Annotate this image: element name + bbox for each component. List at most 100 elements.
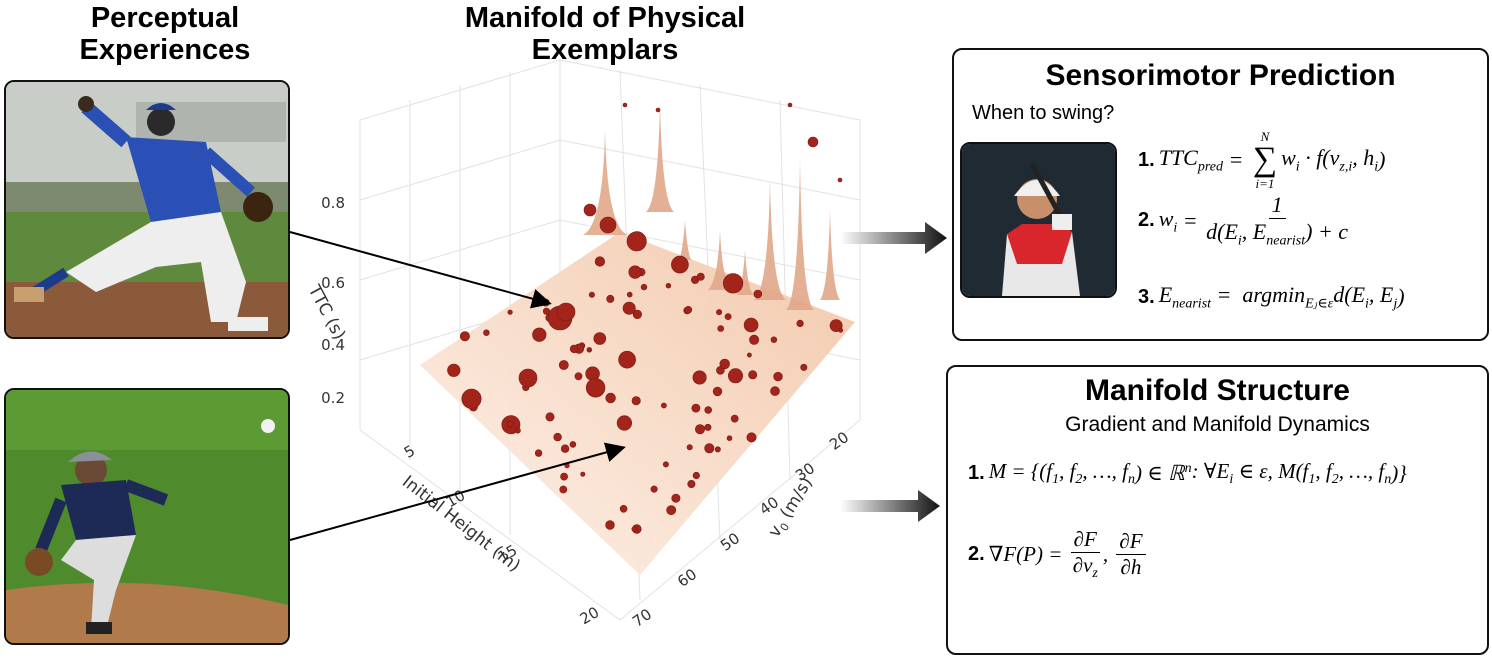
exemplar-point bbox=[558, 360, 569, 370]
math-text: ∇F(P) = bbox=[988, 542, 1068, 567]
exemplar-point bbox=[726, 435, 733, 442]
math-text: ) + c bbox=[1305, 219, 1349, 244]
subscript: nearist bbox=[1172, 296, 1212, 312]
exemplar-point bbox=[749, 334, 760, 345]
exemplar-point bbox=[684, 305, 693, 314]
exemplar-point bbox=[605, 392, 616, 404]
math-text: , f bbox=[1315, 459, 1332, 483]
math-text: E bbox=[1158, 282, 1173, 307]
exemplar-point bbox=[787, 102, 793, 108]
exemplar-point bbox=[746, 432, 757, 443]
subscript: pred bbox=[1197, 159, 1223, 175]
exemplar-point bbox=[532, 327, 547, 342]
exemplar-point bbox=[628, 265, 642, 279]
exemplar-point bbox=[506, 420, 514, 428]
equation: 1. TTCpred = N ∑ i=1 wi · f(vz,i, hi) bbox=[1138, 130, 1385, 190]
math-term: ) ∈ ℝn bbox=[1135, 461, 1192, 486]
velocity-tick-label: 50 bbox=[717, 529, 743, 555]
exemplar-point bbox=[616, 415, 633, 431]
subscript: 2 bbox=[1331, 472, 1339, 488]
math-text: , f bbox=[1059, 459, 1076, 483]
exemplar-point bbox=[626, 291, 633, 298]
exemplar-point bbox=[773, 371, 783, 382]
math-text: TTC bbox=[1158, 144, 1198, 170]
math-text: ∂h bbox=[1120, 555, 1142, 580]
exemplar-point bbox=[730, 414, 739, 423]
pitcher2-photo bbox=[4, 388, 290, 645]
exemplar-point bbox=[586, 347, 592, 353]
exemplar-point bbox=[640, 283, 648, 291]
math-text: , h bbox=[1352, 144, 1375, 170]
exemplar-point bbox=[666, 505, 677, 515]
subscript: z,i bbox=[1339, 159, 1353, 175]
pitcher-photo bbox=[4, 80, 290, 339]
exemplar-point bbox=[605, 520, 615, 530]
structure-subtitle: Gradient and Manifold Dynamics bbox=[1065, 413, 1370, 436]
velocity-label-unit: (m/s) bbox=[774, 474, 817, 527]
math-text: ∂v bbox=[1072, 553, 1093, 577]
subscript: 2 bbox=[1075, 472, 1083, 488]
equation-number: 1. bbox=[968, 462, 985, 485]
math-term: ∂F bbox=[1119, 529, 1142, 553]
equation-number: 2. bbox=[968, 543, 985, 566]
sensorimotor-title: Sensorimotor Prediction bbox=[1045, 59, 1396, 92]
math-text: w bbox=[1158, 205, 1174, 231]
spike bbox=[583, 130, 627, 235]
exemplar-point bbox=[483, 329, 490, 336]
perceptual-title: Perceptual Experiences bbox=[79, 2, 251, 66]
subscript: i bbox=[1295, 159, 1300, 175]
math-term: = bbox=[1177, 208, 1203, 234]
math-text: : ∀E bbox=[1191, 459, 1230, 483]
exemplar-point bbox=[553, 432, 562, 442]
math-text: d(E bbox=[1206, 219, 1238, 244]
exemplar-point bbox=[459, 331, 470, 342]
math-term: wi bbox=[1281, 145, 1300, 175]
subscript: i bbox=[1374, 159, 1379, 175]
math-term: TTCpred bbox=[1159, 145, 1223, 175]
exemplar-point bbox=[545, 412, 555, 422]
fraction: 1 d(Ei, Enearist) + c bbox=[1206, 192, 1348, 249]
math-text: , E bbox=[1368, 282, 1394, 307]
exemplar-point bbox=[585, 378, 606, 398]
height-tick-label: 5 bbox=[401, 441, 418, 461]
exemplar-point bbox=[518, 368, 538, 388]
math-term: ) + c bbox=[1305, 219, 1348, 244]
math-term: wi bbox=[1159, 206, 1178, 236]
gradient-arrow bbox=[840, 490, 940, 522]
sensorimotor-panel: Sensorimotor Prediction When to swing? 1… bbox=[952, 48, 1489, 341]
math-term: , Ej bbox=[1369, 282, 1397, 312]
height-axis-label: Initial Height (m) bbox=[398, 472, 524, 576]
subscript: n bbox=[1384, 472, 1392, 488]
math-term: = argminEⱼ∈ε bbox=[1211, 282, 1334, 312]
exemplar-point bbox=[583, 203, 597, 217]
exemplar-point bbox=[837, 177, 843, 183]
subscript: Eⱼ∈ε bbox=[1305, 296, 1334, 312]
pitcher2-image bbox=[6, 390, 288, 643]
exemplar-point bbox=[704, 423, 712, 431]
math-text: ) ∈ ℝ bbox=[1134, 461, 1185, 486]
exemplar-point bbox=[560, 472, 568, 481]
exemplar-point bbox=[796, 319, 804, 328]
math-term: = bbox=[1223, 147, 1249, 173]
exemplar-point bbox=[722, 273, 744, 294]
exemplar-point bbox=[626, 231, 647, 252]
exemplar-point bbox=[599, 216, 617, 234]
gradient-arrow bbox=[840, 222, 947, 254]
math-term: 1 bbox=[1272, 192, 1283, 217]
math-text: , …, f bbox=[1338, 459, 1385, 483]
exemplar-point bbox=[622, 301, 636, 315]
sum-symbol: ∑ bbox=[1252, 141, 1278, 178]
exemplar-point bbox=[692, 471, 700, 480]
sum-upper: N bbox=[1260, 129, 1270, 144]
subscript: z bbox=[1092, 566, 1098, 582]
equation: 3. Enearist = argminEⱼ∈ε d(Ei, Ej) bbox=[1138, 282, 1405, 312]
exemplar-point bbox=[770, 386, 780, 396]
math-text: )} bbox=[1391, 461, 1407, 486]
exemplar-point bbox=[507, 309, 513, 315]
exemplar-point bbox=[748, 370, 758, 380]
question: When to swing? bbox=[972, 102, 1115, 124]
math-term: ) bbox=[1378, 147, 1385, 173]
exemplar-point bbox=[655, 107, 661, 113]
height-tick-label: 20 bbox=[577, 603, 603, 628]
exemplar-point bbox=[447, 363, 461, 377]
